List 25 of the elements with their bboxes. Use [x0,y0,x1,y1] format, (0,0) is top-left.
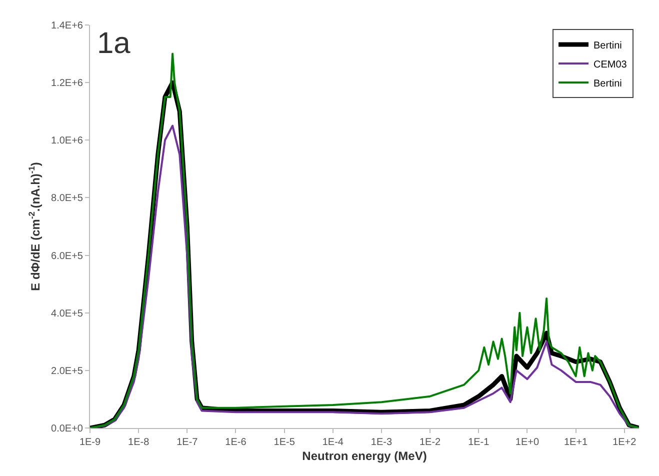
x-tick-label: 1E+2 [612,437,637,448]
x-tick-label: 1E+1 [564,437,588,448]
legend-label: CEM03 [594,59,628,70]
y-tick-label: 1.4E+6 [51,20,84,32]
y-tick-label: 1.0E+6 [51,136,84,147]
legend-label: Bertini [594,78,622,90]
y-tick-label: 4.0E+5 [51,308,84,320]
y-tick-label: 1.2E+6 [51,78,84,90]
x-tick-label: 1E-5 [274,437,296,448]
x-tick-label: 1E+0 [515,437,540,448]
x-tick-label: 1E-4 [322,437,344,448]
x-tick-label: 1E-7 [176,437,198,448]
x-tick-label: 1E-1 [468,437,490,448]
x-tick-label: 1E-2 [419,437,442,448]
y-tick-label: 8.0E+5 [51,193,84,204]
y-tick-label: 6.0E+5 [51,250,84,262]
x-tick-label: 1E-9 [79,437,101,448]
y-tick-label: 2.0E+5 [51,366,84,377]
annotation: 1a [97,27,131,60]
x-tick-label: 1E-3 [370,437,392,448]
legend-label: Bertini [594,40,622,52]
x-tick-label: 1E-8 [128,437,150,448]
y-tick-label: 0.0E+0 [51,424,84,434]
x-tick-label: 1E-6 [225,437,247,448]
x-axis-title: Neutron energy (MeV) [302,448,427,463]
